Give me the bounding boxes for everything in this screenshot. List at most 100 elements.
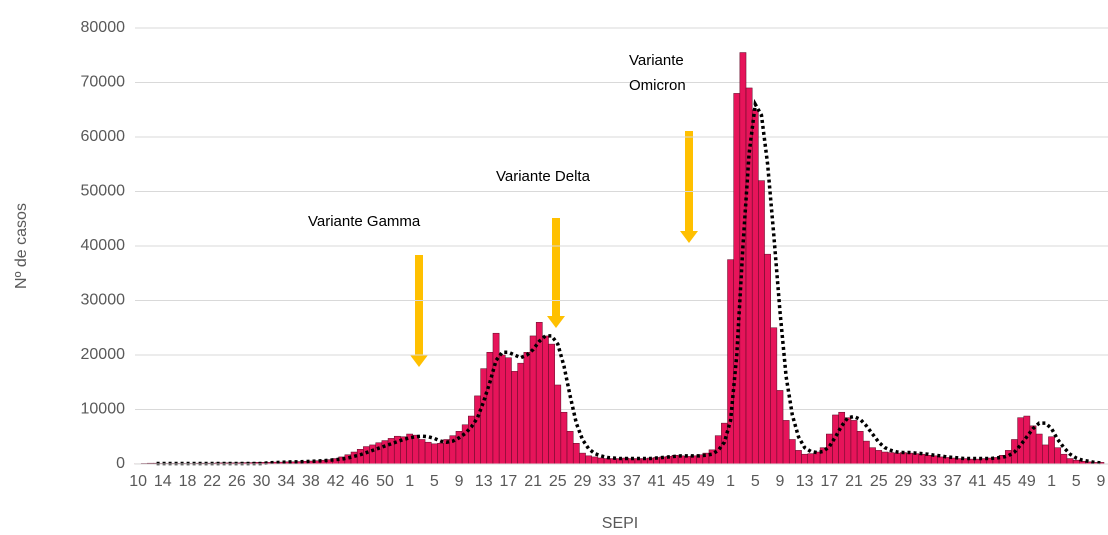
bar (498, 354, 506, 465)
x-tick-label: 25 (870, 473, 888, 490)
bar (585, 455, 592, 465)
annotation: Omicron (629, 77, 686, 94)
bar (1023, 415, 1031, 465)
x-tick-label: 33 (919, 473, 937, 490)
bar (412, 434, 420, 465)
bar (856, 431, 864, 465)
trend-line (156, 98, 1102, 466)
arrow-head (680, 231, 698, 243)
bar (1072, 459, 1080, 465)
annotation: Variante (629, 52, 684, 69)
bar (535, 322, 543, 465)
x-tick-label: 9 (1096, 473, 1105, 490)
y-tick-label: 60000 (81, 128, 126, 145)
x-tick-label: 42 (327, 473, 345, 490)
bar (788, 439, 796, 465)
x-tick-label: 29 (574, 473, 592, 490)
bar (850, 420, 858, 465)
bar (1004, 450, 1012, 465)
bar (1035, 433, 1043, 465)
x-tick-label: 1 (726, 473, 735, 490)
bar (807, 453, 815, 465)
bar (566, 431, 574, 465)
bar (560, 411, 568, 465)
x-tick-label: 9 (455, 473, 464, 490)
x-tick-label: 1 (405, 473, 414, 490)
x-tick-label: 50 (376, 473, 394, 490)
bar (572, 443, 580, 465)
x-tick-label: 34 (277, 473, 295, 490)
x-tick-label: 22 (203, 473, 221, 490)
bar (492, 332, 500, 465)
bar (468, 415, 475, 465)
bar (1042, 444, 1049, 465)
bar (906, 452, 913, 465)
bar (863, 440, 870, 465)
bar (838, 411, 846, 465)
x-tick-label: 21 (845, 473, 863, 490)
bar (369, 444, 376, 465)
bar (505, 357, 512, 465)
x-tick-label: 26 (228, 473, 246, 490)
bar (350, 451, 358, 465)
bar (356, 449, 364, 465)
bar (893, 452, 901, 465)
x-tick-label: 33 (598, 473, 616, 490)
x-tick-label: 49 (1018, 473, 1036, 490)
bar (523, 352, 531, 465)
bar (375, 442, 383, 465)
x-tick-label: 13 (475, 473, 493, 490)
y-axis-label: Nº de casos (13, 203, 30, 289)
y-tick-label: 80000 (81, 19, 126, 36)
arrow (552, 218, 560, 316)
bar (924, 455, 932, 465)
x-tick-label: 21 (524, 473, 542, 490)
x-tick-label: 29 (895, 473, 913, 490)
x-tick-label: 17 (820, 473, 838, 490)
x-tick-label: 49 (697, 473, 715, 490)
arrow (415, 255, 423, 355)
bar (930, 455, 938, 465)
x-tick-label: 30 (253, 473, 271, 490)
y-tick-label: 40000 (81, 237, 126, 254)
annotation: Variante Delta (496, 168, 591, 185)
bar (517, 362, 525, 465)
bar (1054, 447, 1062, 465)
x-tick-label: 41 (969, 473, 987, 490)
bar (764, 253, 771, 465)
y-tick-label: 0 (116, 455, 125, 472)
y-tick-label: 20000 (81, 346, 126, 363)
bar (548, 343, 555, 465)
bar (1048, 436, 1055, 465)
x-tick-label: 14 (154, 473, 172, 490)
x-tick-label: 5 (1072, 473, 1081, 490)
bar (511, 371, 518, 465)
bar (937, 456, 944, 465)
bar (387, 438, 395, 465)
arrow (685, 131, 693, 231)
bar (770, 327, 778, 465)
x-tick-label: 1 (1047, 473, 1056, 490)
bar (912, 453, 920, 465)
bar (869, 447, 876, 465)
bar (801, 453, 808, 465)
bar (887, 452, 895, 465)
x-tick-label: 37 (623, 473, 641, 490)
x-tick-label: 9 (776, 473, 785, 490)
x-tick-label: 5 (430, 473, 439, 490)
annotation: Variante Gamma (308, 213, 421, 230)
bar (529, 335, 537, 465)
x-tick-label: 41 (648, 473, 666, 490)
bar (943, 457, 950, 465)
bar (918, 453, 926, 465)
bar (431, 443, 438, 465)
x-tick-label: 46 (351, 473, 369, 490)
bar (776, 390, 784, 465)
bar (437, 443, 444, 465)
y-tick-label: 70000 (81, 74, 126, 91)
x-tick-label: 17 (500, 473, 518, 490)
x-axis-label: SEPI (602, 515, 638, 532)
bar (751, 109, 759, 465)
y-tick-label: 30000 (81, 292, 126, 309)
